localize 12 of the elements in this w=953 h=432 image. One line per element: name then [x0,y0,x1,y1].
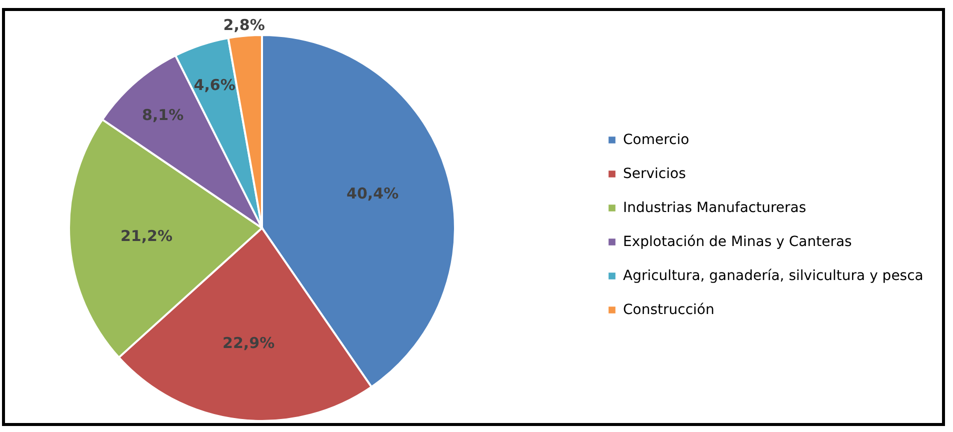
data-label: 4,6% [194,76,236,94]
legend-label: Construcción [623,302,714,318]
legend-label: Industrias Manufactureras [623,200,806,216]
data-label: 2,8% [223,16,265,34]
data-label: 22,9% [222,334,275,352]
legend-label: Servicios [623,166,686,182]
data-label: 21,2% [120,226,172,245]
legend-label: Agricultura, ganadería, silvicultura y pesca [623,268,924,284]
data-label: 8,1% [142,106,184,124]
data-label: 40,4% [346,184,399,203]
legend-label: Comercio [623,132,690,148]
legend-label: Explotación de Minas y Canteras [623,234,852,250]
